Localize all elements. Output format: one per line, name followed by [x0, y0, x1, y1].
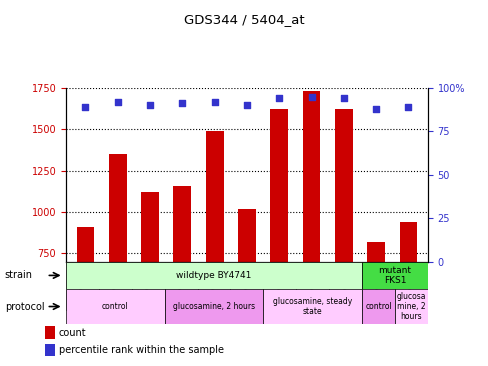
Point — [178, 101, 186, 107]
Text: count: count — [59, 328, 86, 337]
Text: GSM6717: GSM6717 — [209, 268, 218, 305]
Bar — [238, 209, 255, 366]
FancyBboxPatch shape — [263, 289, 361, 324]
Text: mutant
FKS1: mutant FKS1 — [378, 266, 410, 285]
Text: protocol: protocol — [5, 302, 44, 311]
FancyBboxPatch shape — [132, 262, 164, 311]
Bar — [302, 91, 320, 366]
Text: GSM6729: GSM6729 — [307, 268, 317, 305]
Text: wildtype BY4741: wildtype BY4741 — [176, 271, 251, 280]
Bar — [334, 109, 352, 366]
FancyBboxPatch shape — [328, 262, 361, 311]
Point — [404, 104, 411, 110]
FancyBboxPatch shape — [164, 262, 197, 311]
FancyBboxPatch shape — [361, 262, 394, 311]
FancyBboxPatch shape — [230, 262, 263, 311]
Text: GSM6712: GSM6712 — [111, 268, 120, 305]
FancyBboxPatch shape — [197, 262, 230, 311]
Text: GSM6732: GSM6732 — [406, 268, 415, 305]
FancyBboxPatch shape — [296, 262, 328, 311]
FancyBboxPatch shape — [66, 262, 99, 311]
Bar — [45, 344, 55, 356]
Bar — [76, 227, 94, 366]
Point — [339, 95, 347, 101]
Text: GSM6728: GSM6728 — [275, 268, 284, 305]
Text: GSM6726: GSM6726 — [242, 268, 251, 305]
Point — [371, 106, 379, 112]
Text: GSM6715: GSM6715 — [176, 268, 185, 305]
Point — [243, 102, 250, 108]
Text: glucosamine, steady
state: glucosamine, steady state — [273, 297, 352, 316]
Point — [146, 102, 154, 108]
FancyBboxPatch shape — [394, 289, 427, 324]
Text: strain: strain — [5, 270, 33, 280]
Point — [114, 99, 122, 105]
Bar — [399, 222, 417, 366]
Bar — [109, 154, 126, 366]
FancyBboxPatch shape — [99, 262, 132, 311]
FancyBboxPatch shape — [394, 262, 427, 311]
FancyBboxPatch shape — [66, 289, 164, 324]
Bar — [270, 109, 287, 366]
Bar — [173, 186, 191, 366]
FancyBboxPatch shape — [361, 262, 427, 289]
Text: GSM6711: GSM6711 — [78, 268, 87, 305]
Text: GDS344 / 5404_at: GDS344 / 5404_at — [184, 13, 304, 26]
Point — [81, 104, 89, 110]
FancyBboxPatch shape — [164, 289, 263, 324]
Bar — [366, 242, 384, 366]
Text: GSM6730: GSM6730 — [341, 268, 349, 305]
Text: percentile rank within the sample: percentile rank within the sample — [59, 345, 224, 355]
Text: glucosa
mine, 2
hours: glucosa mine, 2 hours — [396, 292, 426, 321]
Text: control: control — [365, 302, 391, 311]
Point — [275, 95, 283, 101]
Point — [210, 99, 218, 105]
Text: GSM6731: GSM6731 — [373, 268, 382, 305]
FancyBboxPatch shape — [361, 289, 394, 324]
FancyBboxPatch shape — [66, 262, 361, 289]
Text: control: control — [102, 302, 128, 311]
Point — [307, 94, 315, 100]
Bar — [205, 131, 223, 366]
Text: glucosamine, 2 hours: glucosamine, 2 hours — [173, 302, 255, 311]
Text: GSM6713: GSM6713 — [143, 268, 152, 305]
Bar — [45, 326, 55, 339]
FancyBboxPatch shape — [263, 262, 296, 311]
Bar — [141, 192, 159, 366]
